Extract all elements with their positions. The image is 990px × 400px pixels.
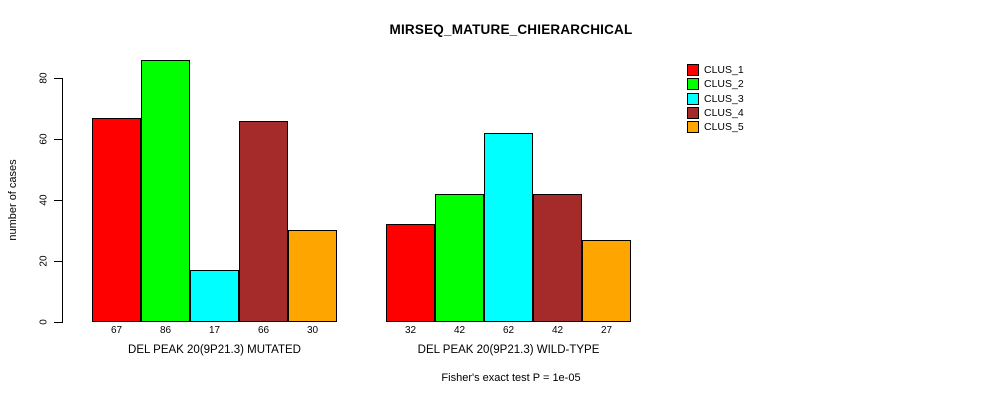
legend-swatch-icon: [687, 78, 699, 90]
bar-clus_1-group2: [386, 224, 435, 322]
legend-item-label: CLUS_3: [704, 93, 744, 105]
bar-clus_4-group2: [533, 194, 582, 322]
legend-swatch-icon: [687, 93, 699, 105]
legend-item-clus_3: CLUS_3: [687, 93, 744, 105]
legend-item-label: CLUS_5: [704, 121, 744, 133]
bar-value-label: 42: [453, 325, 466, 336]
group-label-2: DEL PEAK 20(9P21.3) WILD-TYPE: [417, 344, 600, 356]
bar-clus_3-group2: [484, 133, 533, 322]
y-tick-label-0: 0: [38, 319, 50, 325]
bar-value-label: 62: [502, 325, 515, 336]
bar-clus_1-group1: [92, 118, 141, 322]
y-tick-mark-40: [54, 200, 62, 201]
bar-clus_5-group1: [288, 230, 337, 322]
legend-item-clus_4: CLUS_4: [687, 107, 744, 119]
y-tick-mark-80: [54, 78, 62, 79]
bar-clus_4-group1: [239, 121, 288, 322]
y-tick-label-40: 40: [38, 194, 50, 206]
y-axis-line: [62, 78, 63, 323]
legend-swatch-icon: [687, 64, 699, 76]
legend-item-clus_1: CLUS_1: [687, 64, 744, 76]
bar-value-label: 30: [306, 325, 319, 336]
y-tick-label-60: 60: [38, 133, 50, 145]
bar-clus_2-group2: [435, 194, 484, 322]
legend-item-clus_2: CLUS_2: [687, 78, 744, 90]
legend-swatch-icon: [687, 107, 699, 119]
chart-title: MIRSEQ_MATURE_CHIERARCHICAL: [389, 22, 633, 37]
bar-value-label: 17: [208, 325, 221, 336]
y-tick-mark-0: [54, 322, 62, 323]
legend-swatch-icon: [687, 121, 699, 133]
bar-clus_5-group2: [582, 240, 631, 322]
y-axis-label: number of cases: [7, 159, 19, 241]
bar-value-label: 66: [257, 325, 270, 336]
y-tick-mark-20: [54, 261, 62, 262]
legend-item-label: CLUS_2: [704, 78, 744, 90]
bar-clus_2-group1: [141, 60, 190, 322]
group-label-1: DEL PEAK 20(9P21.3) MUTATED: [128, 344, 301, 356]
legend-item-label: CLUS_1: [704, 64, 744, 76]
fisher-test-caption: Fisher's exact test P = 1e-05: [441, 372, 581, 384]
bar-clus_3-group1: [190, 270, 239, 322]
bar-value-label: 67: [110, 325, 123, 336]
y-tick-mark-60: [54, 139, 62, 140]
legend-item-label: CLUS_4: [704, 107, 744, 119]
bar-value-label: 32: [404, 325, 417, 336]
bar-value-label: 86: [159, 325, 172, 336]
y-tick-label-80: 80: [38, 72, 50, 84]
bar-value-label: 27: [600, 325, 613, 336]
legend-item-clus_5: CLUS_5: [687, 121, 744, 133]
bar-value-label: 42: [551, 325, 564, 336]
y-tick-label-20: 20: [38, 255, 50, 267]
